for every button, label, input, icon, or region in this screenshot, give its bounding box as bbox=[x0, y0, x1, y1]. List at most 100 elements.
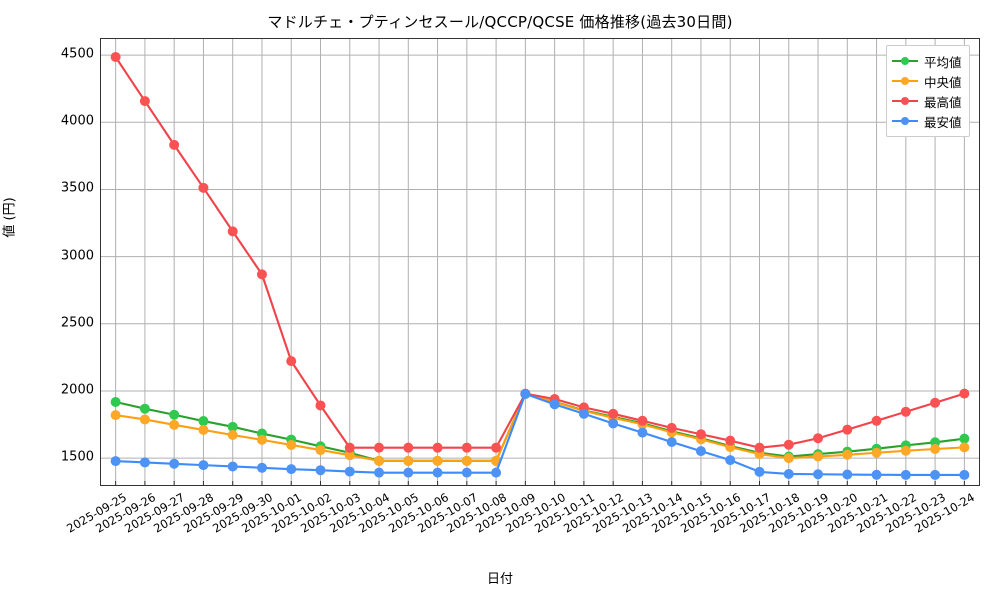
series-data-point bbox=[900, 445, 911, 456]
series-data-point bbox=[198, 416, 209, 427]
series-data-point bbox=[198, 182, 209, 193]
series-data-point bbox=[842, 449, 853, 460]
series-data-point bbox=[754, 466, 765, 477]
series-data-point bbox=[139, 96, 150, 107]
series-data-point bbox=[725, 435, 736, 446]
series-data-point bbox=[227, 461, 238, 472]
legend-item[interactable]: 平均値 bbox=[892, 51, 962, 71]
data-series-layer bbox=[110, 52, 970, 480]
data-series bbox=[110, 52, 970, 453]
series-data-point bbox=[637, 415, 648, 426]
series-data-point bbox=[403, 455, 414, 466]
series-line bbox=[114, 392, 966, 476]
series-data-point bbox=[169, 409, 180, 420]
y-axis-tick-labels: 1500 2000 2500 3000 3500 4000 4500 bbox=[32, 38, 94, 486]
series-data-point bbox=[813, 451, 824, 462]
series-data-point bbox=[666, 422, 677, 433]
series-data-point bbox=[139, 403, 150, 414]
y-tick-label: 4500 bbox=[60, 46, 94, 62]
series-data-point bbox=[198, 424, 209, 435]
series-data-point bbox=[403, 467, 414, 478]
series-data-point bbox=[491, 467, 502, 478]
series-data-point bbox=[959, 442, 970, 453]
series-data-point bbox=[286, 464, 297, 475]
series-data-point bbox=[959, 388, 970, 399]
series-data-point bbox=[403, 442, 414, 453]
series-data-point bbox=[695, 429, 706, 440]
series-data-point bbox=[315, 445, 326, 456]
data-series bbox=[110, 388, 970, 480]
y-tick-label: 2000 bbox=[60, 382, 94, 398]
series-data-point bbox=[959, 433, 970, 444]
series-data-point bbox=[666, 437, 677, 448]
series-data-point bbox=[286, 356, 297, 367]
legend-label: 平均値 bbox=[924, 54, 962, 70]
chart-legend: 平均値中央値 最高値最安値 bbox=[886, 45, 970, 137]
series-data-point bbox=[930, 443, 941, 454]
series-data-point bbox=[374, 442, 385, 453]
y-tick-label: 3500 bbox=[60, 180, 94, 196]
series-data-point bbox=[783, 453, 794, 464]
chart-plot-svg bbox=[101, 39, 979, 485]
series-data-point bbox=[900, 406, 911, 417]
series-data-point bbox=[374, 455, 385, 466]
series-line bbox=[114, 55, 966, 449]
legend-color-swatch bbox=[892, 75, 918, 87]
legend-color-swatch bbox=[892, 55, 918, 67]
series-data-point bbox=[608, 418, 619, 429]
series-data-point bbox=[256, 462, 267, 473]
series-data-point bbox=[695, 446, 706, 457]
series-data-point bbox=[520, 388, 531, 399]
series-data-point bbox=[227, 430, 238, 441]
series-data-point bbox=[374, 467, 385, 478]
series-data-point bbox=[461, 467, 472, 478]
series-data-point bbox=[256, 434, 267, 445]
series-data-point bbox=[813, 433, 824, 444]
legend-label: 中央値 bbox=[924, 74, 962, 90]
series-data-point bbox=[783, 439, 794, 450]
series-data-point bbox=[432, 455, 443, 466]
x-axis-label: 日付 bbox=[486, 572, 513, 587]
chart-title: マドルチェ・プティンセスール/QCCP/QCSE 価格推移(過去30日間) bbox=[267, 13, 733, 31]
series-data-point bbox=[198, 460, 209, 471]
series-data-point bbox=[959, 469, 970, 480]
series-data-point bbox=[139, 457, 150, 468]
legend-item[interactable]: 最高値 bbox=[892, 91, 962, 111]
series-data-point bbox=[930, 397, 941, 408]
series-data-point bbox=[344, 466, 355, 477]
series-data-point bbox=[900, 469, 911, 480]
series-data-point bbox=[315, 465, 326, 476]
y-tick-label: 2500 bbox=[60, 315, 94, 331]
series-data-point bbox=[725, 455, 736, 466]
series-data-point bbox=[461, 455, 472, 466]
legend-item[interactable]: 最安値 bbox=[892, 111, 962, 131]
series-data-point bbox=[871, 469, 882, 480]
legend-marker-dot bbox=[901, 57, 909, 65]
series-line bbox=[114, 392, 966, 462]
legend-label: 最安値 bbox=[924, 114, 962, 130]
legend-item[interactable]: 中央値 bbox=[892, 71, 962, 91]
gridlines bbox=[101, 39, 979, 485]
series-data-point bbox=[110, 52, 121, 63]
series-data-point bbox=[344, 442, 355, 453]
series-data-point bbox=[169, 419, 180, 430]
x-axis-tick-labels: 2025-09-25 2025-09-26 2025-09-27 2025-09-28… bbox=[64, 490, 980, 580]
series-data-point bbox=[432, 467, 443, 478]
series-data-point bbox=[227, 421, 238, 432]
legend-marker-dot bbox=[901, 77, 909, 85]
series-data-point bbox=[286, 439, 297, 450]
series-data-point bbox=[578, 408, 589, 419]
series-data-point bbox=[227, 226, 238, 237]
series-data-point bbox=[754, 442, 765, 453]
series-data-point bbox=[256, 269, 267, 280]
y-tick-label: 4000 bbox=[60, 113, 94, 129]
series-data-point bbox=[169, 458, 180, 469]
series-line bbox=[114, 392, 966, 462]
series-data-point bbox=[842, 469, 853, 480]
series-data-point bbox=[110, 456, 121, 467]
series-data-point bbox=[315, 400, 326, 411]
series-data-point bbox=[842, 424, 853, 435]
series-data-point bbox=[491, 442, 502, 453]
y-axis-label: 値 (円) bbox=[2, 197, 18, 238]
